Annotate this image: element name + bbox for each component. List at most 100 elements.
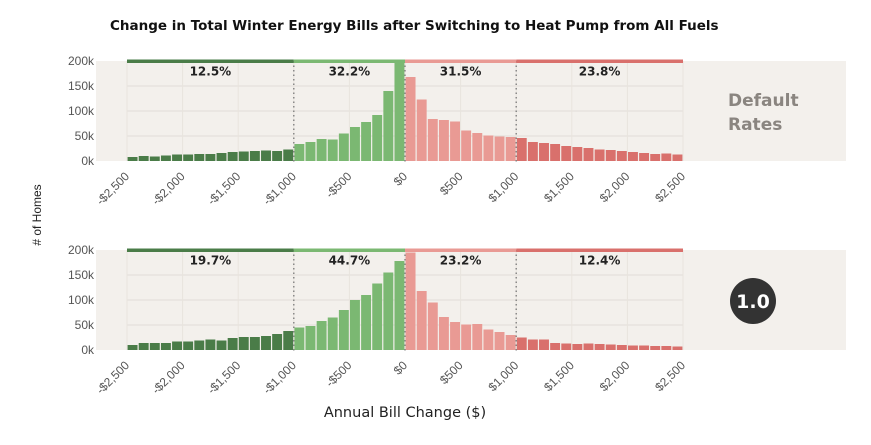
- histogram-bar: [550, 343, 561, 350]
- x-tick-label: -$1,500: [205, 358, 244, 397]
- histogram-bar: [639, 153, 650, 161]
- x-tick-label: $500: [437, 358, 466, 387]
- histogram-bar: [172, 154, 182, 161]
- histogram-bar: [416, 99, 427, 161]
- histogram-bar: [672, 346, 683, 350]
- histogram-bar: [572, 147, 583, 161]
- facet-label: Default Rates: [728, 91, 799, 135]
- x-tick-label: -$2,500: [93, 169, 132, 208]
- histogram-bar: [594, 149, 605, 161]
- facet-badge: [730, 278, 776, 324]
- histogram-bar: [338, 133, 349, 161]
- x-tick-label: $0: [391, 169, 411, 189]
- histogram-bar: [361, 122, 372, 161]
- y-tick-label: 100k: [68, 293, 95, 307]
- histogram-bar: [394, 261, 405, 350]
- segment-strip: [127, 248, 294, 252]
- histogram-bar: [261, 150, 271, 161]
- histogram-bar: [127, 157, 138, 161]
- histogram-bar: [561, 146, 572, 161]
- histogram-bar: [650, 346, 661, 350]
- histogram-bar: [461, 324, 472, 350]
- histogram-bar: [583, 148, 594, 161]
- histogram-bar: [438, 317, 449, 350]
- histogram-bar: [238, 337, 249, 350]
- histogram-bar: [516, 138, 527, 161]
- histogram-bar: [138, 156, 149, 161]
- segment-percent-label: 12.5%: [190, 65, 232, 79]
- histogram-bar: [405, 252, 416, 350]
- histogram-bar: [127, 345, 138, 350]
- x-tick-label: -$1,500: [205, 169, 244, 208]
- segment-strip: [127, 59, 294, 63]
- histogram-bar: [572, 344, 583, 350]
- histogram-bar: [594, 344, 605, 350]
- histogram-bar: [628, 345, 638, 350]
- histogram-bar: [261, 336, 271, 350]
- segment-strip: [516, 59, 683, 63]
- segment-strip: [293, 59, 405, 63]
- histogram-bar: [516, 337, 527, 350]
- histogram-bar: [327, 317, 338, 350]
- histogram-bar: [561, 343, 572, 350]
- histogram-bar: [527, 142, 538, 161]
- histogram-bar: [605, 150, 616, 161]
- histogram-bar: [294, 327, 305, 350]
- histogram-bar: [494, 136, 505, 161]
- histogram-bar: [483, 135, 494, 161]
- x-tick-label: $2,000: [597, 358, 633, 394]
- histogram-bar: [172, 341, 182, 350]
- histogram-bar: [472, 133, 483, 161]
- histogram-bar: [272, 334, 283, 350]
- x-tick-label: $1,500: [541, 169, 577, 205]
- histogram-bar: [294, 144, 305, 161]
- histogram-bar: [661, 153, 672, 161]
- y-tick-label: 0k: [81, 154, 95, 168]
- histogram-bar: [338, 310, 349, 350]
- segment-percent-label: 23.8%: [579, 65, 621, 79]
- histogram-bar: [216, 340, 227, 350]
- histogram-bar: [361, 295, 372, 350]
- histogram-bar: [494, 332, 505, 350]
- histogram-bar: [227, 152, 238, 161]
- segment-percent-label: 23.2%: [440, 254, 482, 268]
- histogram-bar: [183, 154, 194, 161]
- y-tick-label: 150k: [68, 268, 95, 282]
- histogram-bar: [272, 151, 283, 161]
- histogram-bar: [194, 340, 205, 350]
- x-tick-label: $2,500: [652, 358, 688, 394]
- histogram-bar: [672, 154, 683, 161]
- x-tick-label: $1,000: [485, 169, 521, 205]
- x-tick-label: $2,500: [652, 169, 688, 205]
- x-tick-label: -$1,000: [260, 169, 299, 208]
- histogram-bar: [316, 321, 327, 350]
- panel-2: 19.7% 44.7% 23.2% 12.4% 0k 50k 100k 150k 200k -$2…: [68, 243, 846, 397]
- histogram-bar: [483, 329, 494, 350]
- histogram-bar: [149, 156, 160, 161]
- histogram-bar: [505, 335, 516, 350]
- x-tick-label: -$2,500: [93, 358, 132, 397]
- histogram-bar: [283, 149, 294, 161]
- segment-percent-label: 12.4%: [579, 254, 621, 268]
- histogram-bar: [605, 344, 616, 350]
- segment-percent-label: 31.5%: [440, 65, 482, 79]
- segment-percent-label: 19.7%: [190, 254, 232, 268]
- histogram-bar: [650, 154, 661, 161]
- histogram-bar: [238, 151, 249, 161]
- histogram-bar: [194, 154, 205, 161]
- histogram-bar: [639, 345, 650, 350]
- histogram-bar: [383, 91, 394, 161]
- x-tick-label: $2,000: [597, 169, 633, 205]
- histogram-bar: [205, 339, 216, 350]
- histogram-bar: [160, 343, 171, 350]
- y-axis-label: # of Homes: [30, 184, 44, 245]
- histogram-bar: [205, 154, 216, 161]
- histogram-bar: [394, 61, 405, 161]
- facet-badge-label: 1.0: [736, 291, 770, 313]
- x-tick-label: $500: [437, 169, 466, 198]
- segment-strip: [293, 248, 405, 252]
- segment-strip: [516, 248, 683, 252]
- histogram-bar: [461, 130, 472, 161]
- x-tick-label: $1,500: [541, 358, 577, 394]
- segment-strip: [405, 59, 517, 63]
